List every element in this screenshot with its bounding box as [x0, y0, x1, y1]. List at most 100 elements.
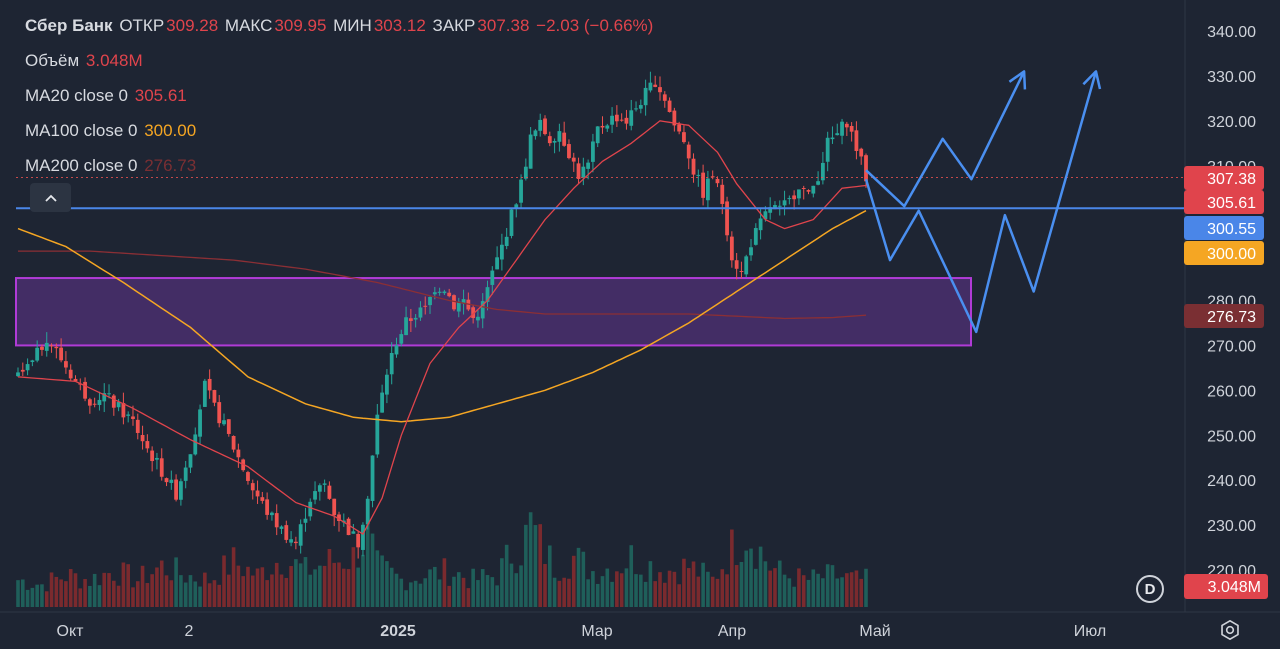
candle-body: [634, 108, 638, 110]
volume-bar: [313, 569, 317, 607]
volume-bar: [701, 562, 705, 607]
collapse-legend-button[interactable]: [30, 183, 71, 212]
volume-bar: [121, 562, 126, 607]
volume-bar: [327, 549, 332, 607]
candle-body: [135, 419, 140, 433]
volume-bar: [116, 585, 121, 607]
candle-body: [107, 393, 111, 395]
ma200-legend-row[interactable]: MA200 close 0 276.73: [25, 148, 655, 183]
volume-bar: [524, 524, 528, 607]
candle-body: [145, 441, 150, 449]
price-label-text: 300.55: [1207, 221, 1256, 238]
volume-bar: [88, 585, 92, 607]
volume-bar: [835, 578, 840, 607]
gear-icon[interactable]: [1219, 619, 1241, 641]
volume-layer: [16, 512, 868, 607]
volume-bar: [318, 565, 322, 607]
volume-bar: [274, 562, 279, 607]
volume-bar: [198, 586, 202, 607]
volume-legend-row[interactable]: Объём 3.048M: [25, 43, 655, 78]
volume-bar: [270, 574, 274, 607]
candle-body: [725, 201, 729, 236]
volume-bar: [341, 568, 346, 607]
candle-body: [332, 498, 337, 516]
candle-body: [380, 392, 385, 413]
volume-bar: [749, 548, 753, 607]
candle-body: [504, 236, 509, 247]
forecast-arrowhead: [1082, 70, 1102, 90]
candle-body: [701, 172, 706, 198]
volume-bar: [279, 574, 284, 607]
volume-bar: [854, 570, 859, 607]
ma20-value: 305.61: [134, 86, 187, 105]
volume-bar: [615, 571, 619, 607]
ma100-legend-row[interactable]: MA100 close 0 300.00: [25, 113, 655, 148]
volume-bar: [155, 567, 159, 607]
legend: Сбер Банк ОТКР 309.28 МАКС 309.95 МИН 303.1…: [25, 8, 655, 183]
candle-body: [313, 491, 317, 500]
volume-bar: [605, 568, 610, 607]
chevron-up-icon: [44, 194, 57, 202]
candle-body: [169, 479, 174, 483]
x-tick-label: Окт: [57, 623, 85, 640]
ma20-legend-row[interactable]: MA20 close 0 305.61: [25, 78, 655, 113]
volume-bar: [619, 573, 624, 607]
candle-body: [495, 257, 499, 270]
y-tick-label: 240.00: [1207, 473, 1256, 490]
y-tick-label: 250.00: [1207, 428, 1256, 445]
symbol-name[interactable]: Сбер Банк: [25, 16, 113, 35]
dividend-badge[interactable]: D: [1136, 575, 1164, 603]
volume-bar: [706, 571, 710, 607]
price-label-box: [1184, 241, 1264, 265]
candle-body: [442, 291, 447, 294]
candle-body: [552, 140, 557, 143]
volume-bar: [44, 591, 49, 607]
y-tick-label: 270.00: [1207, 338, 1256, 355]
volume-bar: [658, 572, 662, 607]
volume-bar: [528, 512, 533, 607]
candle-body: [485, 287, 490, 302]
candle-body: [16, 372, 20, 377]
low-value: 303.12: [373, 16, 426, 35]
volume-bar: [231, 547, 236, 607]
volume-bar: [20, 579, 25, 607]
candle-body: [461, 299, 466, 304]
candle-body: [797, 189, 801, 199]
volume-bar: [552, 577, 557, 607]
moving-averages-layer: [17, 120, 867, 536]
volume-bar: [595, 583, 600, 607]
candle-body: [480, 301, 485, 319]
volume-bar: [389, 567, 394, 607]
candle-body: [576, 163, 581, 179]
candle-body: [246, 472, 250, 481]
volume-label-text: 3.048M: [1208, 579, 1261, 596]
volume-bar: [30, 587, 35, 607]
volume-bar: [840, 577, 844, 607]
candle-body: [140, 435, 145, 442]
candle-body: [777, 205, 782, 207]
candle-body: [202, 380, 207, 407]
candle-body: [749, 247, 753, 256]
volume-bar: [442, 558, 447, 607]
ohlc-row: Сбер Банк ОТКР 309.28 МАКС 309.95 МИН 303.1…: [25, 8, 655, 43]
ma100-label: MA100 close 0: [25, 121, 138, 140]
candle-body: [648, 82, 653, 91]
volume-bar: [519, 565, 523, 607]
candle-body: [643, 87, 648, 106]
volume-bar: [509, 563, 514, 607]
volume-bar: [447, 585, 451, 607]
candle-body: [600, 125, 605, 128]
volume-bar: [543, 564, 547, 607]
price-label-box: [1184, 190, 1264, 214]
candle-body: [547, 136, 552, 144]
volume-bar: [150, 574, 154, 607]
volume-bar: [452, 576, 456, 607]
candle-body: [178, 481, 183, 500]
volume-bar: [797, 568, 801, 607]
candle-body: [835, 133, 840, 136]
candle-body: [705, 178, 710, 201]
candle-body: [68, 369, 73, 379]
candle-body: [183, 467, 188, 481]
volume-bar: [677, 584, 681, 607]
